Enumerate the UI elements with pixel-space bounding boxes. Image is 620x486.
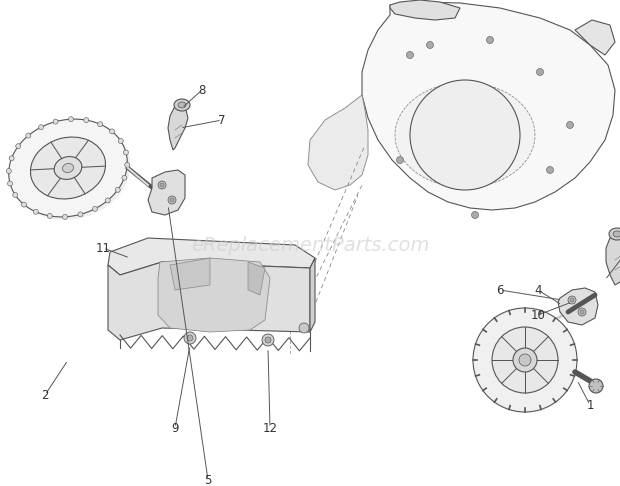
Circle shape xyxy=(568,296,576,304)
Ellipse shape xyxy=(609,228,620,240)
Circle shape xyxy=(487,36,494,44)
Text: 9: 9 xyxy=(171,421,179,434)
Circle shape xyxy=(170,198,174,202)
Circle shape xyxy=(118,139,123,143)
Text: 6: 6 xyxy=(496,283,503,296)
Text: 5: 5 xyxy=(205,473,211,486)
Circle shape xyxy=(471,211,479,219)
Ellipse shape xyxy=(63,163,74,173)
Circle shape xyxy=(6,169,11,174)
Circle shape xyxy=(110,129,115,134)
Circle shape xyxy=(33,209,38,214)
Circle shape xyxy=(26,133,31,138)
Circle shape xyxy=(519,354,531,366)
Ellipse shape xyxy=(178,102,186,108)
Ellipse shape xyxy=(12,122,130,220)
Text: 12: 12 xyxy=(262,421,278,434)
Circle shape xyxy=(123,150,128,155)
Circle shape xyxy=(473,308,577,412)
Circle shape xyxy=(68,117,74,122)
Circle shape xyxy=(7,181,12,186)
Circle shape xyxy=(16,144,20,149)
Circle shape xyxy=(427,41,433,49)
Circle shape xyxy=(78,212,83,217)
Circle shape xyxy=(105,198,110,203)
Polygon shape xyxy=(362,2,615,210)
Circle shape xyxy=(160,183,164,187)
Circle shape xyxy=(492,327,558,393)
Circle shape xyxy=(262,334,274,346)
Polygon shape xyxy=(170,258,210,290)
Ellipse shape xyxy=(613,231,620,237)
Circle shape xyxy=(536,69,544,75)
Text: 4: 4 xyxy=(534,283,542,296)
Circle shape xyxy=(84,118,89,122)
Text: 11: 11 xyxy=(95,242,110,255)
Circle shape xyxy=(578,308,586,316)
Circle shape xyxy=(98,122,103,127)
Circle shape xyxy=(589,379,603,393)
Text: 10: 10 xyxy=(531,309,546,322)
Text: 2: 2 xyxy=(42,388,49,401)
Circle shape xyxy=(168,196,176,204)
Text: 8: 8 xyxy=(198,84,206,97)
Polygon shape xyxy=(390,0,460,20)
Text: 7: 7 xyxy=(218,114,226,126)
Polygon shape xyxy=(606,236,620,285)
Circle shape xyxy=(187,335,193,341)
Circle shape xyxy=(22,202,27,207)
Circle shape xyxy=(125,162,130,168)
Polygon shape xyxy=(308,95,368,190)
Ellipse shape xyxy=(9,119,127,217)
Circle shape xyxy=(38,125,43,130)
Circle shape xyxy=(13,192,18,197)
Circle shape xyxy=(513,348,537,372)
Ellipse shape xyxy=(395,83,535,188)
Polygon shape xyxy=(310,258,315,332)
Circle shape xyxy=(580,310,584,314)
Ellipse shape xyxy=(174,99,190,111)
Polygon shape xyxy=(108,238,315,275)
Circle shape xyxy=(567,122,574,128)
Polygon shape xyxy=(158,258,270,332)
Polygon shape xyxy=(148,170,185,215)
Circle shape xyxy=(546,167,554,174)
Circle shape xyxy=(407,52,414,58)
Circle shape xyxy=(115,187,120,192)
Polygon shape xyxy=(575,20,615,55)
Polygon shape xyxy=(558,288,598,325)
Circle shape xyxy=(410,80,520,190)
Circle shape xyxy=(158,181,166,189)
Circle shape xyxy=(9,156,14,161)
Circle shape xyxy=(184,332,196,344)
Polygon shape xyxy=(108,262,310,340)
Ellipse shape xyxy=(54,156,82,179)
Text: 1: 1 xyxy=(587,399,594,412)
Circle shape xyxy=(122,175,127,180)
Polygon shape xyxy=(248,262,265,295)
Circle shape xyxy=(53,119,58,124)
Circle shape xyxy=(299,323,309,333)
Circle shape xyxy=(63,214,68,219)
Circle shape xyxy=(570,298,574,302)
Ellipse shape xyxy=(30,137,105,199)
Circle shape xyxy=(265,337,271,343)
Polygon shape xyxy=(168,106,188,150)
Circle shape xyxy=(397,156,404,163)
Text: eReplacementParts.com: eReplacementParts.com xyxy=(191,236,429,255)
Circle shape xyxy=(47,213,52,218)
Circle shape xyxy=(92,206,97,211)
